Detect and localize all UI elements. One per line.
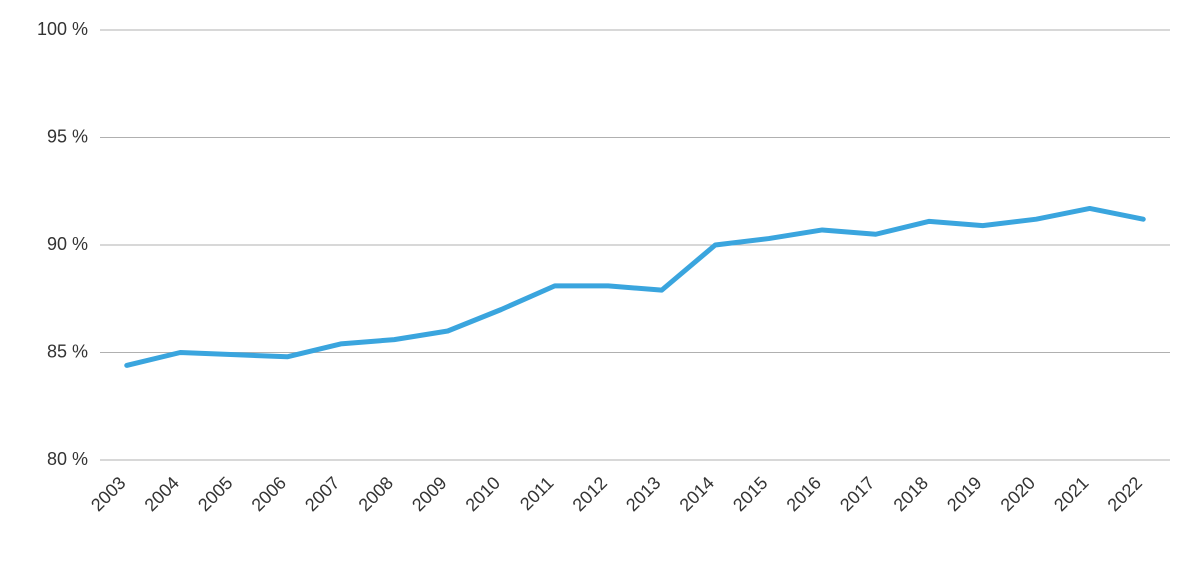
y-axis-label: 100 % [37, 19, 88, 39]
y-axis-label: 85 % [47, 341, 88, 361]
line-chart: 80 %85 %90 %95 %100 %2003200420052006200… [0, 0, 1200, 569]
y-axis-label: 80 % [47, 449, 88, 469]
y-axis-label: 95 % [47, 126, 88, 146]
chart-svg: 80 %85 %90 %95 %100 %2003200420052006200… [0, 0, 1200, 569]
y-axis-label: 90 % [47, 234, 88, 254]
